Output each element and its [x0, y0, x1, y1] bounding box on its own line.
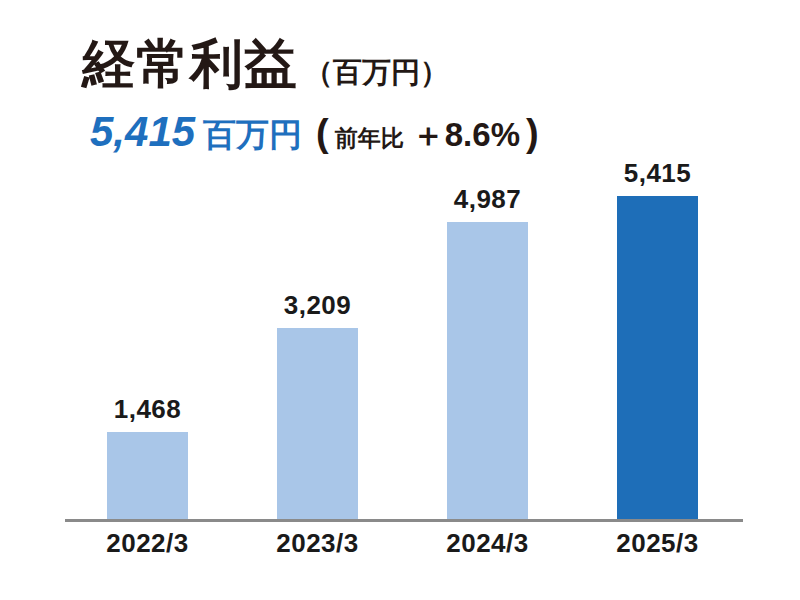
- bar-group-2024: 4,987: [447, 184, 528, 520]
- x-axis-label-2024: 2024/3: [446, 528, 529, 559]
- bar-group-2025: 5,415: [617, 158, 698, 520]
- x-axis-line: [65, 519, 743, 522]
- x-axis-labels: 2022/3 2023/3 2024/3 2025/3: [107, 528, 698, 559]
- bar-value-label: 5,415: [624, 158, 692, 189]
- bar-chart: 1,468 3,209 4,987 5,415 2022/3 2023/3: [0, 0, 800, 600]
- x-axis-label-2023: 2023/3: [276, 528, 359, 559]
- chart-panel: 経常利益 （百万円） 5,415 百万円 ( 前年比 ＋8.6% ) 1,468…: [0, 0, 800, 600]
- bar-2024: [447, 222, 528, 520]
- bar-value-label: 4,987: [454, 184, 522, 215]
- x-label-cell: 2022/3: [107, 528, 188, 559]
- plot-area: 1,468 3,209 4,987 5,415: [107, 0, 698, 520]
- x-axis-label-2025: 2025/3: [616, 528, 699, 559]
- x-label-cell: 2025/3: [617, 528, 698, 559]
- bar-2022: [107, 432, 188, 520]
- x-axis-label-2022: 2022/3: [106, 528, 189, 559]
- x-label-cell: 2023/3: [277, 528, 358, 559]
- bar-group-2022: 1,468: [107, 394, 188, 520]
- bar-2025: [617, 196, 698, 520]
- x-label-cell: 2024/3: [447, 528, 528, 559]
- bar-group-2023: 3,209: [277, 290, 358, 520]
- bar-value-label: 1,468: [114, 394, 182, 425]
- bar-value-label: 3,209: [284, 290, 352, 321]
- bar-2023: [277, 328, 358, 520]
